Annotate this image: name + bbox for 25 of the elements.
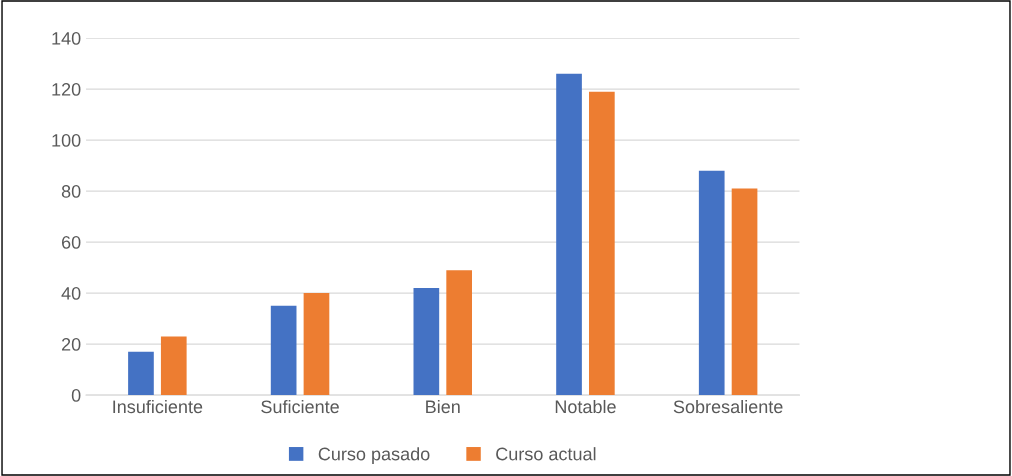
x-tick-label: Suficiente (261, 399, 339, 414)
bar (413, 287, 440, 396)
y-tick-label: 40 (61, 287, 81, 300)
y-tick-label: 100 (52, 134, 81, 147)
y-tick-label: 60 (61, 236, 81, 249)
bar (698, 170, 725, 396)
y-tick-label: 140 (52, 32, 81, 45)
bar (160, 336, 187, 396)
x-tick-label: Bien (426, 399, 460, 414)
y-tick-label: 0 (71, 389, 81, 402)
bar (128, 351, 154, 396)
bar (446, 270, 472, 396)
bar (589, 91, 615, 396)
legend-label: Curso actual (496, 447, 596, 461)
legend-label: Curso pasado (318, 447, 430, 464)
bar (731, 188, 758, 396)
y-tick-label: 80 (61, 185, 81, 198)
y-tick-label: 120 (52, 83, 81, 96)
x-tick-label: Sobresaliente (673, 399, 783, 414)
x-tick-label: Insuficiente (113, 399, 203, 414)
bar (303, 293, 330, 396)
bar (270, 305, 297, 396)
x-tick-label: Notable (555, 399, 616, 414)
bar (556, 73, 582, 396)
y-tick-label: 20 (61, 338, 81, 351)
